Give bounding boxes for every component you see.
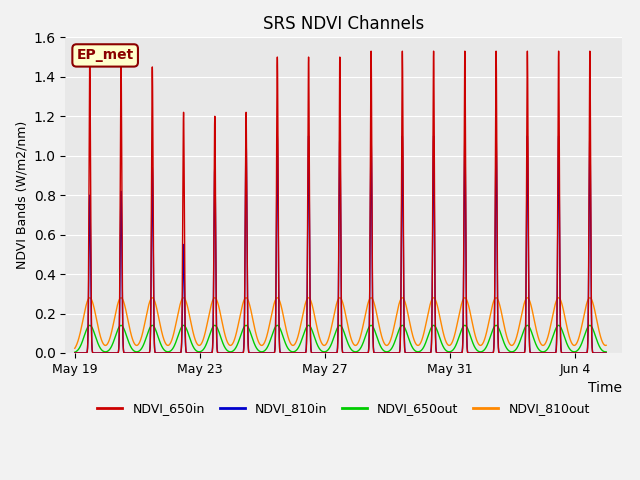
NDVI_810in <box>273 133 281 139</box>
NDVI_650in <box>71 350 79 356</box>
Line: NDVI_650out: NDVI_650out <box>75 325 606 352</box>
NDVI_650in <box>532 350 540 356</box>
NDVI_650in <box>524 48 531 54</box>
NDVI_810out <box>602 342 610 348</box>
NDVI_650in <box>352 350 360 356</box>
NDVI_650in <box>602 350 610 356</box>
NDVI_810in <box>532 350 540 356</box>
Line: NDVI_810out: NDVI_810out <box>75 298 606 348</box>
NDVI_810out <box>129 337 136 343</box>
NDVI_650out <box>602 349 610 355</box>
Title: SRS NDVI Channels: SRS NDVI Channels <box>263 15 424 33</box>
NDVI_650in <box>88 336 95 341</box>
NDVI_650out <box>129 347 136 353</box>
NDVI_650out <box>198 348 206 353</box>
NDVI_810out <box>88 297 95 303</box>
NDVI_650out <box>352 349 360 355</box>
NDVI_810in <box>352 350 360 356</box>
NDVI_810out <box>532 323 540 329</box>
NDVI_650out <box>188 339 195 345</box>
NDVI_810in <box>188 350 195 356</box>
NDVI_650in <box>198 350 206 356</box>
NDVI_810in <box>602 350 610 356</box>
Line: NDVI_650in: NDVI_650in <box>75 51 606 353</box>
NDVI_810out <box>71 346 79 351</box>
NDVI_810in <box>164 350 172 356</box>
NDVI_650out <box>532 340 540 346</box>
Legend: NDVI_650in, NDVI_810in, NDVI_650out, NDVI_810out: NDVI_650in, NDVI_810in, NDVI_650out, NDV… <box>92 397 595 420</box>
NDVI_810in <box>71 350 79 356</box>
NDVI_650in <box>188 350 195 356</box>
NDVI_810in <box>129 350 136 356</box>
NDVI_650in <box>129 350 136 356</box>
NDVI_810out <box>352 343 360 348</box>
Y-axis label: NDVI Bands (W/m2/nm): NDVI Bands (W/m2/nm) <box>15 121 28 269</box>
NDVI_810out <box>188 322 195 327</box>
NDVI_650out <box>180 323 188 328</box>
NDVI_810in <box>88 337 95 343</box>
NDVI_650in <box>227 350 234 356</box>
NDVI_650out <box>71 349 79 355</box>
NDVI_650out <box>88 324 95 330</box>
NDVI_810out <box>180 295 188 300</box>
NDVI_810in <box>198 350 206 356</box>
Line: NDVI_810in: NDVI_810in <box>75 136 606 353</box>
Text: EP_met: EP_met <box>77 48 134 62</box>
X-axis label: Time: Time <box>588 381 621 395</box>
NDVI_810out <box>198 339 206 345</box>
